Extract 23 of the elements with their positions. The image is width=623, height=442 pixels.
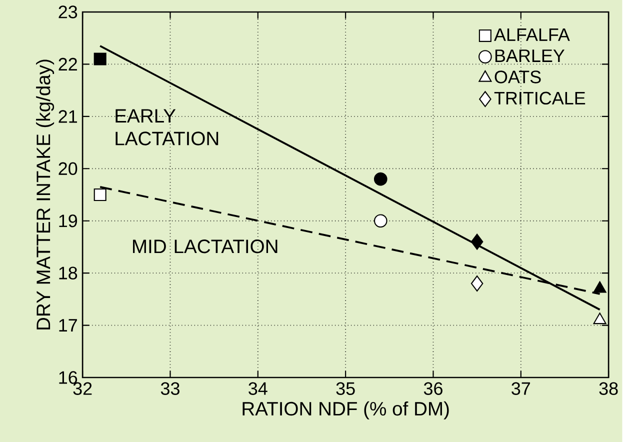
y-tick-label: 16 xyxy=(59,370,78,384)
x-tick-label: 36 xyxy=(424,382,442,395)
x-tick-label: 32 xyxy=(73,382,92,395)
x-axis-title: RATION NDF (% of DM) xyxy=(242,401,449,420)
legend-label: TRITICALE xyxy=(494,92,586,104)
x-tick-label: 34 xyxy=(248,382,268,395)
legend-label: OATS xyxy=(494,70,541,84)
series-label: EARLY LACTATION xyxy=(116,109,218,146)
y-tick-label: 20 xyxy=(58,162,78,175)
y-tick-label: 18 xyxy=(59,266,78,280)
legend-label: ALFALFA xyxy=(494,28,570,41)
x-tick-label: 38 xyxy=(599,382,618,395)
y-tick-label: 21 xyxy=(58,110,77,122)
x-tick-label: 35 xyxy=(336,382,355,395)
y-tick-label: 22 xyxy=(58,58,77,70)
y-tick-label: 19 xyxy=(59,214,78,227)
legend-label: BARLEY xyxy=(495,49,564,62)
y-axis-title: DRY MATTER INTAKE (kg/day) xyxy=(36,59,54,330)
y-tick-label: 17 xyxy=(59,318,77,332)
x-tick-label: 33 xyxy=(160,382,180,395)
y-tick-label: 23 xyxy=(58,5,78,18)
x-tick-label: 37 xyxy=(512,382,530,395)
series-label: MID LACTATION xyxy=(133,239,278,254)
